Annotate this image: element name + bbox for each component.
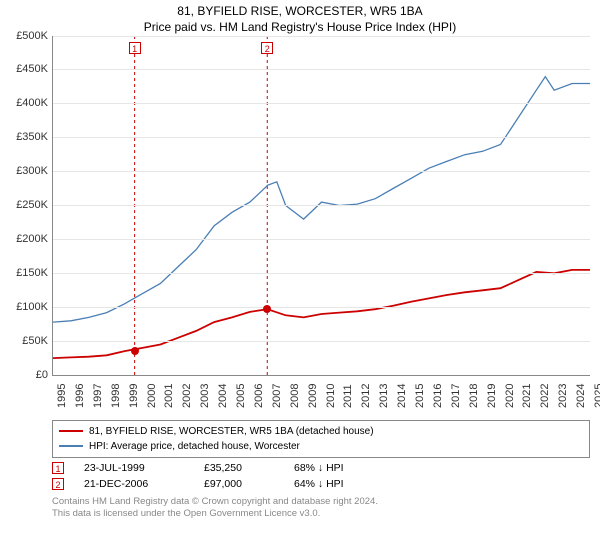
chart-subtitle: Price paid vs. HM Land Registry's House … xyxy=(0,20,600,36)
x-tick-label: 2015 xyxy=(414,383,426,407)
y-tick-label: £100K xyxy=(3,301,48,313)
legend: 81, BYFIELD RISE, WORCESTER, WR5 1BA (de… xyxy=(52,420,590,458)
x-tick-label: 2001 xyxy=(163,383,175,407)
footer-line-1: Contains HM Land Registry data © Crown c… xyxy=(52,496,590,508)
x-tick-label: 2009 xyxy=(307,383,319,407)
x-tick-label: 2011 xyxy=(342,384,354,408)
legend-label-1: 81, BYFIELD RISE, WORCESTER, WR5 1BA (de… xyxy=(89,424,374,439)
x-tick-label: 2020 xyxy=(504,383,516,407)
x-tick-label: 2006 xyxy=(253,383,265,407)
sale-row: 2 21-DEC-2006 £97,000 64% ↓ HPI xyxy=(52,478,590,490)
legend-swatch-1 xyxy=(59,430,83,432)
x-tick-label: 1998 xyxy=(110,383,122,407)
legend-row: 81, BYFIELD RISE, WORCESTER, WR5 1BA (de… xyxy=(59,424,583,439)
y-tick-label: £450K xyxy=(3,63,48,75)
x-tick-label: 1999 xyxy=(128,383,140,407)
legend-swatch-2 xyxy=(59,445,83,447)
sale-diff: 68% ↓ HPI xyxy=(294,462,374,474)
x-tick-label: 1996 xyxy=(74,383,86,407)
x-tick-label: 2004 xyxy=(217,383,229,407)
x-axis-labels: 1995 1996 1997 1998 1999 2000 2001 2002 2003 2004… xyxy=(52,376,590,416)
x-tick-label: 1997 xyxy=(92,383,104,407)
x-tick-label: 2002 xyxy=(181,383,193,407)
sale-diff: 64% ↓ HPI xyxy=(294,478,374,490)
y-tick-label: £250K xyxy=(3,199,48,211)
legend-label-2: HPI: Average price, detached house, Worc… xyxy=(89,439,300,454)
x-tick-label: 2010 xyxy=(325,383,337,407)
x-tick-label: 2014 xyxy=(396,383,408,407)
x-tick-label: 2007 xyxy=(271,383,283,407)
x-tick-label: 2005 xyxy=(235,383,247,407)
legend-row: HPI: Average price, detached house, Worc… xyxy=(59,439,583,454)
x-tick-label: 2022 xyxy=(539,383,551,407)
x-tick-label: 2023 xyxy=(557,383,569,407)
sale-marker-2: 2 xyxy=(261,42,273,54)
x-tick-label: 1995 xyxy=(56,383,68,407)
y-tick-label: £500K xyxy=(3,30,48,42)
sale-dot-1 xyxy=(131,347,139,355)
sale-marker-box: 1 xyxy=(52,462,64,474)
y-tick-label: £150K xyxy=(3,267,48,279)
y-tick-label: £200K xyxy=(3,233,48,245)
x-tick-label: 2024 xyxy=(575,383,587,407)
y-tick-label: £400K xyxy=(3,97,48,109)
x-tick-label: 2012 xyxy=(360,383,372,407)
sale-date: 23-JUL-1999 xyxy=(84,462,184,474)
x-tick-label: 2013 xyxy=(378,383,390,407)
sale-marker-1: 1 xyxy=(129,42,141,54)
sale-price: £35,250 xyxy=(204,462,274,474)
x-tick-label: 2019 xyxy=(486,383,498,407)
y-tick-label: £50K xyxy=(3,335,48,347)
x-tick-label: 2016 xyxy=(432,383,444,407)
footer: Contains HM Land Registry data © Crown c… xyxy=(52,496,590,521)
sales-table: 1 23-JUL-1999 £35,250 68% ↓ HPI 2 21-DEC-2006… xyxy=(52,462,590,490)
x-tick-label: 2021 xyxy=(521,383,533,407)
x-tick-label: 2017 xyxy=(450,383,462,407)
chart-title: 81, BYFIELD RISE, WORCESTER, WR5 1BA xyxy=(0,0,600,20)
sale-dot-2 xyxy=(263,305,271,313)
x-tick-label: 2018 xyxy=(468,383,480,407)
sale-row: 1 23-JUL-1999 £35,250 68% ↓ HPI xyxy=(52,462,590,474)
series-hpi xyxy=(53,76,590,321)
x-tick-label: 2000 xyxy=(146,383,158,407)
y-tick-label: £300K xyxy=(3,165,48,177)
y-tick-label: £350K xyxy=(3,131,48,143)
series-price_paid xyxy=(53,269,590,357)
x-tick-label: 2025 xyxy=(593,383,600,407)
x-tick-label: 2008 xyxy=(289,383,301,407)
sale-price: £97,000 xyxy=(204,478,274,490)
x-tick-label: 2003 xyxy=(199,383,211,407)
sale-marker-box: 2 xyxy=(52,478,64,490)
footer-line-2: This data is licensed under the Open Gov… xyxy=(52,508,590,520)
sale-date: 21-DEC-2006 xyxy=(84,478,184,490)
y-tick-label: £0 xyxy=(3,369,48,381)
chart-plot-area: £0£50K£100K£150K£200K£250K£300K£350K£400… xyxy=(52,36,590,376)
